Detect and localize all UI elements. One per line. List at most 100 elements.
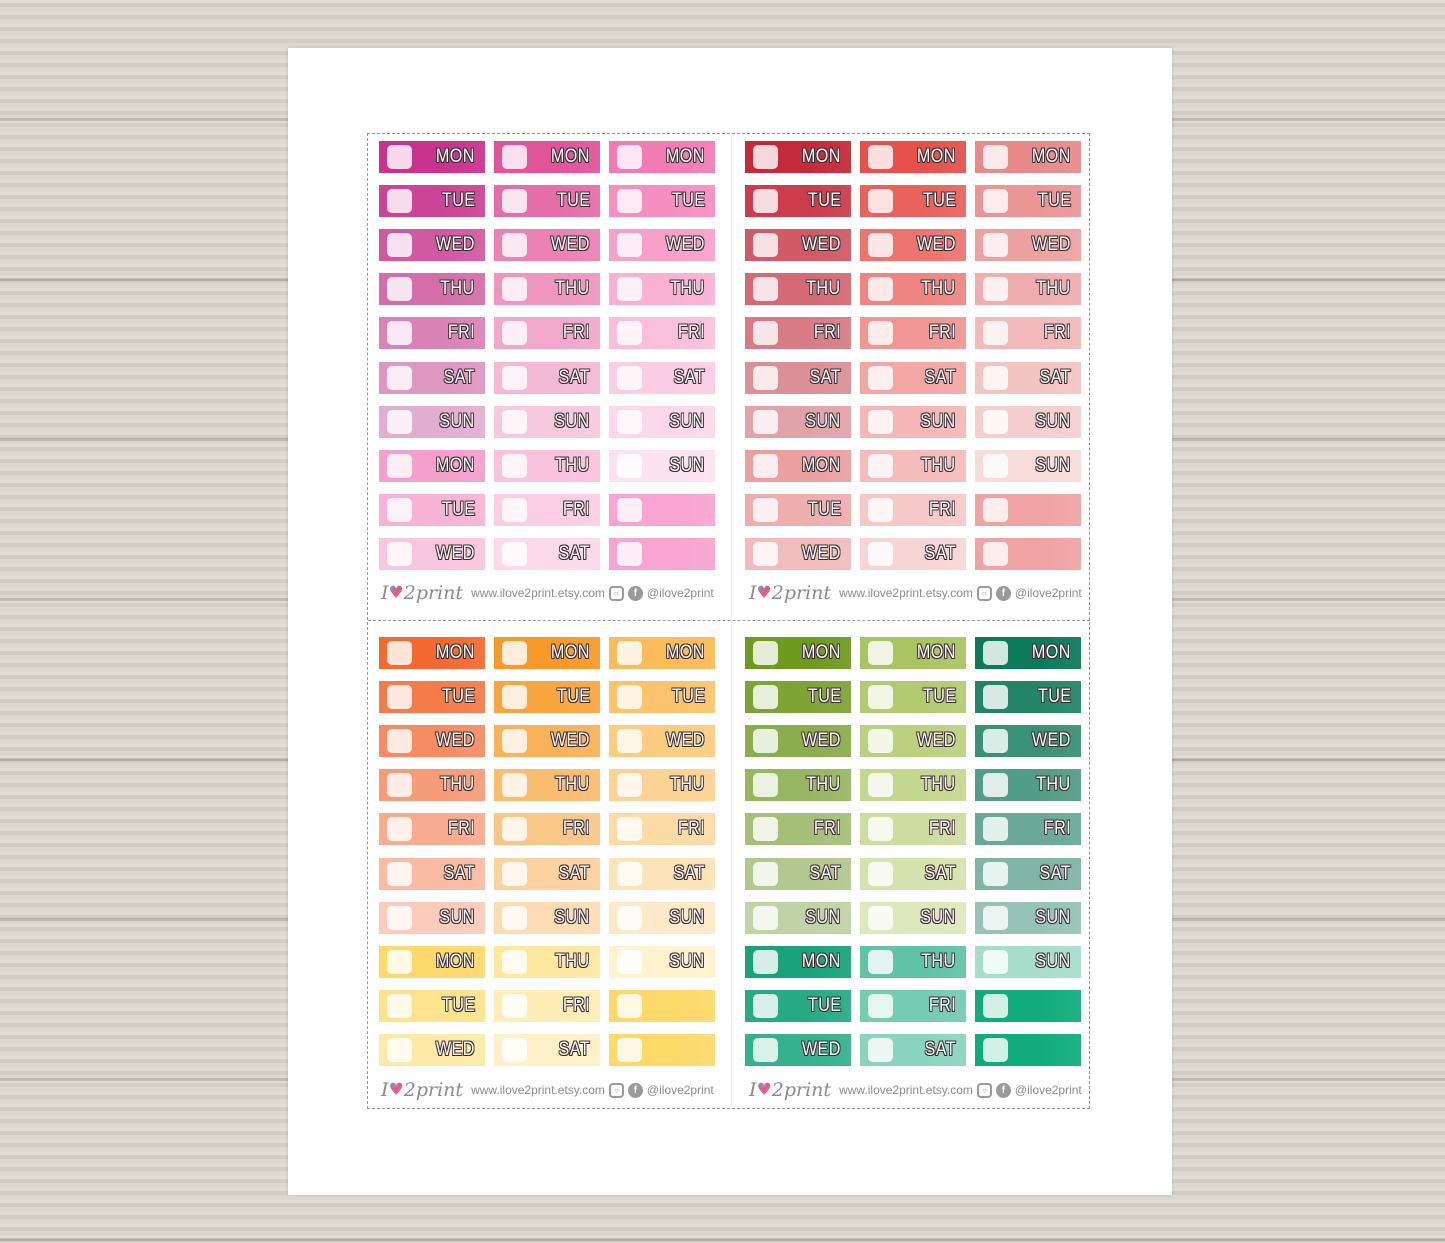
day-sticker: THU	[860, 946, 966, 978]
checkbox-square-icon	[868, 189, 893, 213]
shop-url: www.ilove2print.etsy.com	[839, 1083, 973, 1097]
day-label: FRI	[677, 818, 705, 839]
day-sticker: SAT	[860, 538, 966, 570]
checkbox-square-icon	[753, 454, 778, 478]
day-label: MON	[666, 642, 705, 663]
checkbox-square-icon	[617, 498, 642, 522]
social-handle: @ilove2print	[646, 1083, 714, 1097]
day-label: WED	[917, 730, 956, 751]
day-label: TUE	[441, 995, 475, 1016]
heart-logo-icon: ♥	[756, 583, 772, 603]
day-label: FRI	[1043, 322, 1071, 343]
day-label: MON	[436, 951, 475, 972]
checkbox-square-icon	[753, 277, 778, 301]
day-label: FRI	[562, 499, 590, 520]
instagram-icon: ○	[976, 585, 992, 601]
facebook-icon: f	[627, 585, 643, 601]
day-sticker: SUN	[609, 450, 715, 482]
day-sticker: TUE	[975, 185, 1081, 217]
day-sticker: MON	[975, 141, 1081, 173]
checkbox-square-icon	[502, 145, 527, 169]
day-label: THU	[806, 774, 841, 795]
checkbox-square-icon	[617, 189, 642, 213]
day-label: SUN	[1035, 907, 1071, 928]
checkbox-square-icon	[387, 366, 412, 390]
day-sticker: TUE	[860, 185, 966, 217]
checkbox-square-icon	[868, 950, 893, 974]
checkbox-square-icon	[387, 321, 412, 345]
day-sticker: SUN	[745, 406, 851, 438]
day-label: SAT	[558, 1039, 590, 1060]
day-sticker: SAT	[494, 362, 600, 394]
day-sticker	[975, 494, 1081, 526]
panel-footer: I ♥ 2print www.ilove2print.etsy.com ○ f @ilove…	[749, 1078, 1082, 1102]
day-label: MON	[917, 146, 956, 167]
checkbox-square-icon	[983, 1038, 1008, 1062]
day-sticker: WED	[379, 1034, 485, 1066]
day-sticker: SAT	[860, 858, 966, 890]
day-sticker: FRI	[379, 317, 485, 349]
checkbox-square-icon	[983, 906, 1008, 930]
day-sticker: WED	[860, 229, 966, 261]
logo-letter: I	[381, 1079, 389, 1101]
day-label: WED	[917, 234, 956, 255]
logo-word: 2print	[403, 1079, 464, 1101]
day-sticker: THU	[745, 273, 851, 305]
day-sticker: TUE	[609, 185, 715, 217]
day-sticker: SAT	[494, 858, 600, 890]
checkbox-square-icon	[502, 1038, 527, 1062]
social-handle: @ilove2print	[1014, 1083, 1082, 1097]
day-sticker: SAT	[379, 362, 485, 394]
day-sticker: SAT	[975, 362, 1081, 394]
day-label: TUE	[1037, 686, 1071, 707]
day-sticker: MON	[379, 946, 485, 978]
day-label: THU	[670, 774, 705, 795]
day-sticker: WED	[860, 725, 966, 757]
day-sticker: TUE	[745, 681, 851, 713]
checkbox-square-icon	[387, 994, 412, 1018]
checkbox-square-icon	[617, 410, 642, 434]
checkbox-square-icon	[868, 233, 893, 257]
checkbox-square-icon	[983, 321, 1008, 345]
day-label: THU	[806, 278, 841, 299]
day-label: TUE	[671, 190, 705, 211]
day-sticker: TUE	[494, 185, 600, 217]
checkbox-square-icon	[617, 862, 642, 886]
day-label: SAT	[924, 863, 956, 884]
shop-url: www.ilove2print.etsy.com	[839, 586, 973, 600]
checkbox-square-icon	[868, 321, 893, 345]
day-label: WED	[1032, 234, 1071, 255]
checkbox-square-icon	[387, 1038, 412, 1062]
logo-letter: I	[749, 582, 757, 604]
day-label: THU	[921, 774, 956, 795]
day-sticker: SUN	[860, 406, 966, 438]
day-label: WED	[802, 234, 841, 255]
day-label: SUN	[1035, 455, 1071, 476]
day-sticker: THU	[860, 450, 966, 482]
day-label: SUN	[669, 951, 705, 972]
heart-logo-icon: ♥	[756, 1080, 772, 1100]
day-sticker: THU	[494, 273, 600, 305]
day-sticker: TUE	[745, 185, 851, 217]
day-sticker: TUE	[860, 681, 966, 713]
day-sticker: TUE	[379, 494, 485, 526]
logo-word: 2print	[771, 1079, 832, 1101]
day-sticker: FRI	[745, 813, 851, 845]
checkbox-square-icon	[617, 817, 642, 841]
checkbox-square-icon	[983, 233, 1008, 257]
day-label: TUE	[1037, 190, 1071, 211]
checkbox-square-icon	[868, 366, 893, 390]
day-label: WED	[551, 730, 590, 751]
day-sticker: SUN	[975, 450, 1081, 482]
checkbox-square-icon	[387, 454, 412, 478]
instagram-icon: ○	[608, 1082, 624, 1098]
day-sticker: THU	[379, 769, 485, 801]
checkbox-square-icon	[387, 817, 412, 841]
day-label: SAT	[809, 863, 841, 884]
checkbox-square-icon	[868, 1038, 893, 1062]
panel-footer: I ♥ 2print www.ilove2print.etsy.com ○ f @ilove…	[381, 1078, 714, 1102]
checkbox-square-icon	[753, 189, 778, 213]
day-sticker: MON	[745, 141, 851, 173]
day-label: SUN	[1035, 951, 1071, 972]
checkbox-square-icon	[753, 862, 778, 886]
